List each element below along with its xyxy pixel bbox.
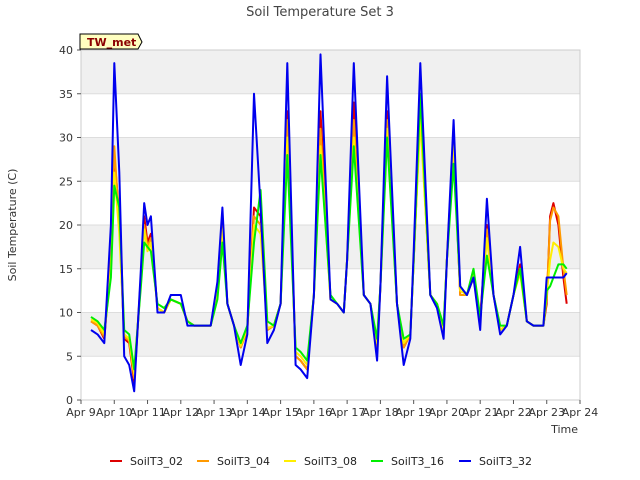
y-tick-label: 40 [59,44,73,57]
grid-band [81,181,580,225]
legend-item: SoilT3_32 [459,455,532,468]
x-tick-label: Apr 24 [562,406,599,419]
y-tick-label: 15 [59,263,73,276]
legend-label: SoilT3_16 [391,455,444,468]
x-tick-label: Apr 13 [196,406,233,419]
y-tick-label: 30 [59,132,73,145]
legend: SoilT3_02 SoilT3_04 SoilT3_08 SoilT3_16 Soil… [110,455,532,468]
grid-band [81,50,580,94]
legend-label: SoilT3_02 [130,455,183,468]
x-tick-label: Apr 22 [495,406,532,419]
legend-label: SoilT3_08 [304,455,357,468]
x-tick-label: Apr 19 [395,406,432,419]
y-tick-label: 10 [59,307,73,320]
y-tick-label: 35 [59,88,73,101]
x-tick-label: Apr 23 [528,406,565,419]
legend-label: SoilT3_04 [217,455,270,468]
x-tick-label: Apr 15 [262,406,299,419]
chart-title: Soil Temperature Set 3 [246,5,394,20]
y-tick-label: 25 [59,175,73,188]
grid-band [81,137,580,182]
grid-band [81,93,580,138]
x-tick-label: Apr 12 [163,406,200,419]
badge-box [79,33,143,50]
x-axis-label: Time [550,423,578,436]
x-tick-label: Apr 18 [362,406,399,419]
grid-bands [81,49,580,401]
legend-item: SoilT3_08 [284,455,357,468]
x-tick-label: Apr 17 [329,406,366,419]
grid-band [81,312,580,357]
series-lines [90,53,568,393]
grid-band [81,225,580,269]
x-tick-label: Apr 9 [66,406,96,419]
x-tick-label: Apr 10 [96,406,133,419]
y-axis-ticks: 0 5 10 15 20 25 30 35 40 [59,44,81,407]
y-tick-label: 20 [59,219,73,232]
station-badge: TW_met [79,33,143,50]
x-tick-label: Apr 16 [296,406,333,419]
grid-band [81,356,580,400]
x-tick-label: Apr 21 [462,406,499,419]
y-tick-label: 0 [66,394,73,407]
x-tick-label: Apr 11 [129,406,166,419]
x-tick-label: Apr 20 [429,406,466,419]
y-tick-label: 5 [66,350,73,363]
series-line-soilt3_32 [90,53,568,393]
x-tick-label: Apr 14 [229,406,266,419]
legend-item: SoilT3_16 [371,455,444,468]
legend-item: SoilT3_04 [197,455,270,468]
y-axis-label: Soil Temperature (C) [6,169,19,282]
legend-label: SoilT3_32 [479,455,532,468]
badge-label: TW_met [87,36,136,49]
legend-item: SoilT3_02 [110,455,183,468]
